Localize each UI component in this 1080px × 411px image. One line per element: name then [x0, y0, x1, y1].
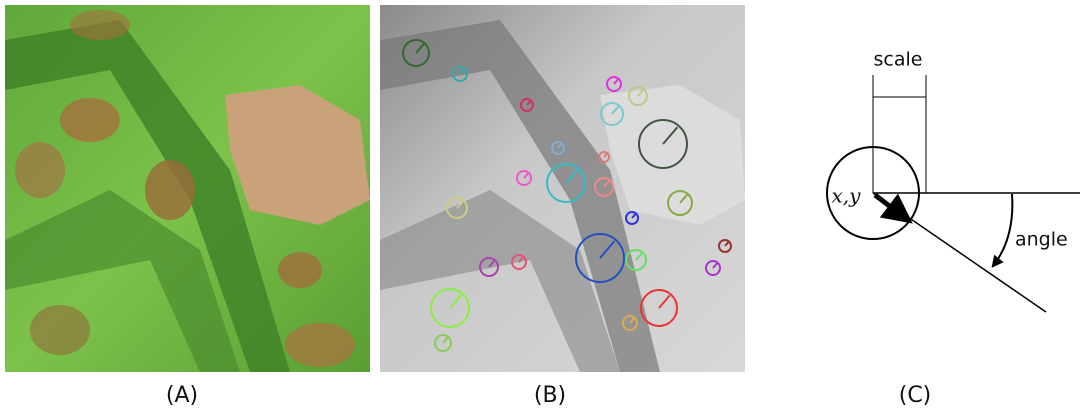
- panel-label: (C): [899, 383, 932, 408]
- figure: (A) (B) (C) scale x,y angle: [0, 0, 1080, 411]
- angle-arrow: [993, 194, 1012, 266]
- keypoint-diagram: [827, 75, 1080, 312]
- photo-b: [380, 5, 745, 372]
- orientation-arrow: [875, 195, 908, 220]
- panel-label: (A): [166, 383, 198, 408]
- photo-a: [5, 5, 370, 372]
- angle-label: angle: [1015, 229, 1068, 251]
- position-label: x,y: [832, 184, 862, 208]
- panel-label: (B): [534, 383, 566, 408]
- scale-label: scale: [874, 49, 923, 71]
